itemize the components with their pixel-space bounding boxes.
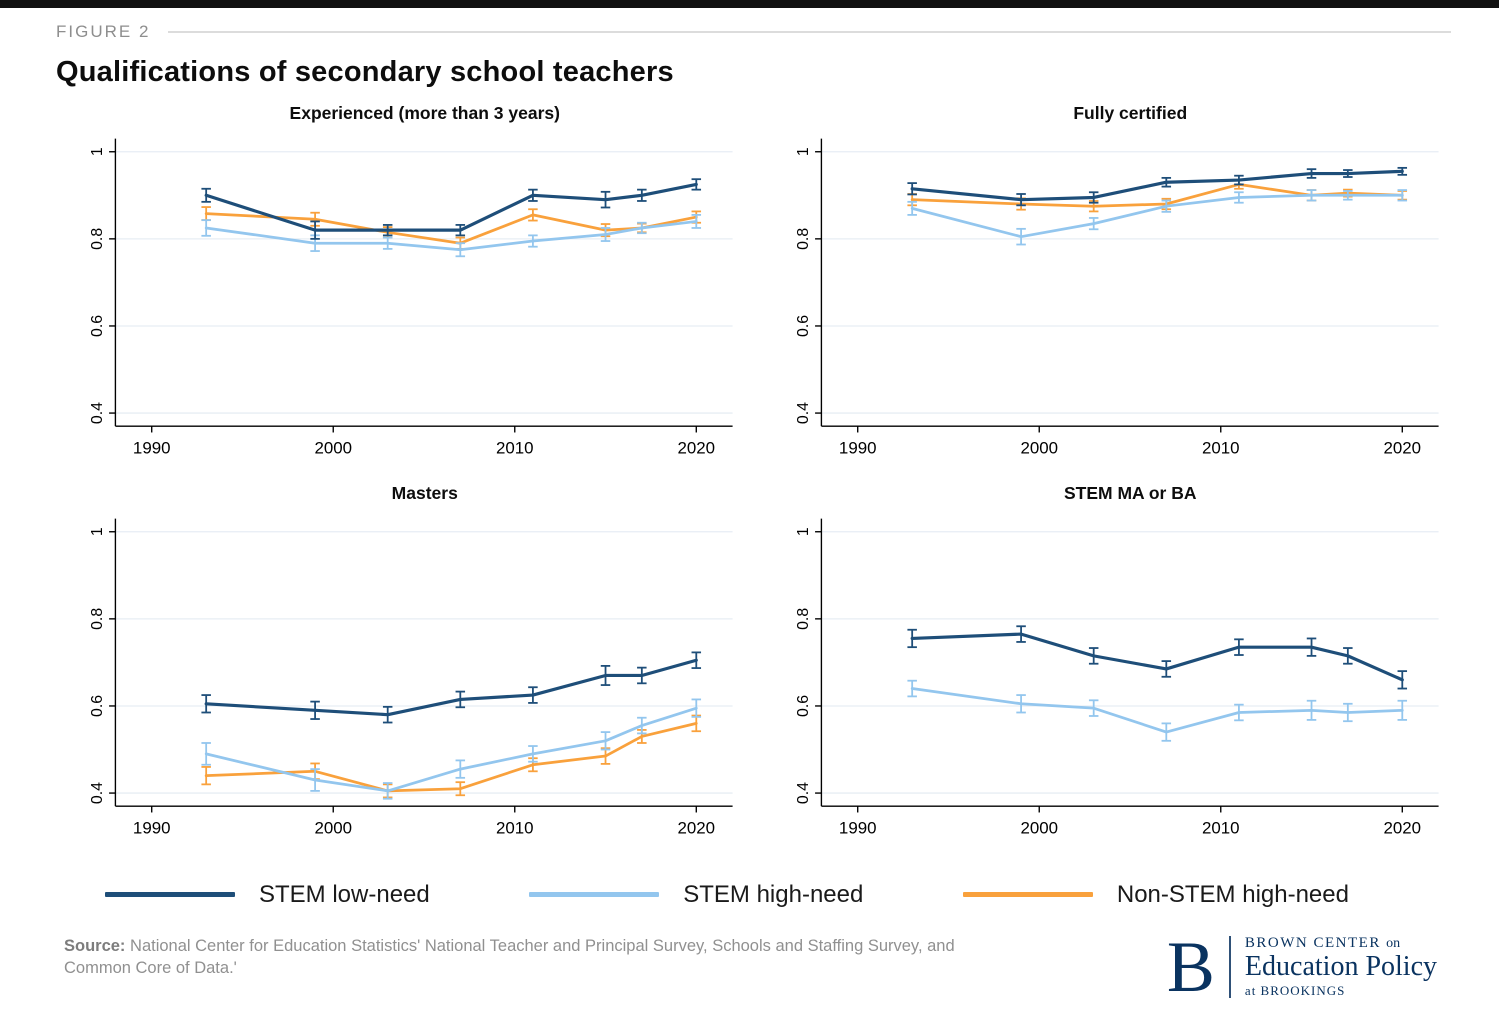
y-tick-label: 1 <box>794 527 811 536</box>
panel-title-masters: Masters <box>391 482 458 503</box>
logo-on: on <box>1386 935 1401 951</box>
source-text: National Center for Education Statistics… <box>64 936 955 977</box>
logo-line-education-policy: Education Policy <box>1244 950 1437 982</box>
legend-item-non-stem-high-need: Non-STEM high-need <box>962 880 1349 909</box>
legend-item-stem-low-need: STEM low-need <box>105 881 430 909</box>
x-tick-label: 1990 <box>838 439 876 458</box>
legend-swatch-stem-high-need <box>529 892 660 897</box>
x-tick-label: 1990 <box>133 818 171 837</box>
panel-title-experienced: Experienced (more than 3 years) <box>289 103 560 123</box>
source-label: Source: <box>64 936 126 955</box>
line-chart-fully-certified: 0.4 0.6 0.8 1 1990 2000 2010 2020 <box>794 138 1439 458</box>
y-tick-label: 0.4 <box>794 782 811 804</box>
chart-panel-stem-ma-ba: STEM MA or BA 0.4 0.6 0.8 1 1990 2000 2010 2020 <box>754 475 1460 855</box>
y-tick-label: 0.6 <box>89 695 106 717</box>
y-tick-label: 0.4 <box>89 782 106 804</box>
y-tick-label: 0.6 <box>794 315 811 337</box>
footer: Source: National Center for Education St… <box>0 909 1499 1007</box>
x-tick-label: 2010 <box>1201 818 1239 837</box>
y-tick-label: 1 <box>89 527 106 536</box>
brookings-logo: B BROWN CENTER on Education Policy at BR… <box>1166 926 1437 1007</box>
chart-legend: STEM low-need STEM high-need Non-STEM hi… <box>0 881 1499 909</box>
page-title: Qualifications of secondary school teach… <box>56 56 674 88</box>
y-tick-label: 0.8 <box>89 607 106 629</box>
chart-panel-experienced: Experienced (more than 3 years) 0.4 0.6 0.… <box>48 95 754 475</box>
series-line-stem_high <box>910 686 1404 734</box>
x-tick-label: 2020 <box>1383 439 1421 458</box>
y-tick-label: 0.8 <box>794 228 811 250</box>
x-tick-label: 2020 <box>677 439 715 458</box>
charts-grid: Experienced (more than 3 years) 0.4 0.6 0.… <box>0 89 1499 855</box>
line-chart-masters: 0.4 0.6 0.8 1 1990 2000 2010 2020 <box>89 518 733 837</box>
series-line-stem_high <box>204 706 698 793</box>
x-tick-label: 2000 <box>314 818 352 837</box>
chart-panel-masters: Masters 0.4 0.6 0.8 1 1990 2000 2010 2020 <box>48 475 754 855</box>
x-tick-label: 2010 <box>1201 439 1239 458</box>
legend-label-stem-high-need: STEM high-need <box>683 880 864 908</box>
series-line-stem_low <box>204 658 698 717</box>
legend-swatch-non-stem-high-need <box>962 892 1093 897</box>
x-tick-label: 1990 <box>133 439 171 458</box>
series-line-stem_high <box>204 220 698 252</box>
series-line-stem_low <box>910 632 1404 682</box>
x-tick-label: 2000 <box>314 439 352 458</box>
x-tick-label: 2020 <box>677 818 715 837</box>
x-tick-label: 2000 <box>1020 818 1058 837</box>
y-tick-label: 0.6 <box>89 315 106 337</box>
panel-title-stem-ma-ba: STEM MA or BA <box>1063 482 1197 503</box>
line-chart-experienced: 0.4 0.6 0.8 1 1990 2000 2010 2020 <box>89 138 733 458</box>
logo-brown-center: BROWN CENTER <box>1244 934 1381 951</box>
x-tick-label: 2000 <box>1020 439 1058 458</box>
y-tick-label: 0.4 <box>794 402 811 424</box>
figure-header: FIGURE 2 <box>0 8 1499 42</box>
chart-panel-fully-certified: Fully certified 0.4 0.6 0.8 1 1990 2000 2010 20… <box>754 95 1460 475</box>
x-tick-label: 2010 <box>496 439 534 458</box>
figure-label: FIGURE 2 <box>56 22 151 41</box>
source-note: Source: National Center for Education St… <box>64 935 1014 980</box>
y-tick-label: 1 <box>794 147 811 156</box>
legend-swatch-stem-low-need <box>105 892 235 897</box>
logo-divider <box>1228 935 1231 998</box>
series-line-non_stem_high <box>204 721 698 793</box>
y-tick-label: 0.8 <box>89 228 106 250</box>
legend-item-stem-high-need: STEM high-need <box>529 881 863 909</box>
y-tick-label: 0.8 <box>794 607 811 629</box>
y-tick-label: 0.6 <box>794 695 811 717</box>
series-line-stem_high <box>910 193 1404 239</box>
logo-line-at-brookings: at BROOKINGS <box>1244 983 1346 999</box>
logo-text: BROWN CENTER on Education Policy at BROO… <box>1245 935 1437 1000</box>
y-tick-label: 0.4 <box>89 402 106 424</box>
x-tick-label: 1990 <box>838 818 876 837</box>
legend-label-stem-low-need: STEM low-need <box>259 880 430 908</box>
top-border <box>0 0 1499 8</box>
y-tick-label: 1 <box>89 147 106 156</box>
panel-title-fully-certified: Fully certified <box>1073 103 1188 123</box>
logo-line-brown-center: BROWN CENTER on <box>1245 935 1437 952</box>
x-tick-label: 2020 <box>1383 818 1421 837</box>
series-line-stem_low <box>204 182 698 232</box>
series-line-non_stem_high <box>910 183 1404 208</box>
header-rule <box>168 31 1451 33</box>
line-chart-stem-ma-ba: 0.4 0.6 0.8 1 1990 2000 2010 2020 <box>794 518 1439 837</box>
series-line-stem_low <box>910 169 1404 202</box>
x-tick-label: 2010 <box>496 818 534 837</box>
legend-label-non-stem-high-need: Non-STEM high-need <box>1116 880 1349 908</box>
logo-b-mark: B <box>1166 926 1215 1007</box>
